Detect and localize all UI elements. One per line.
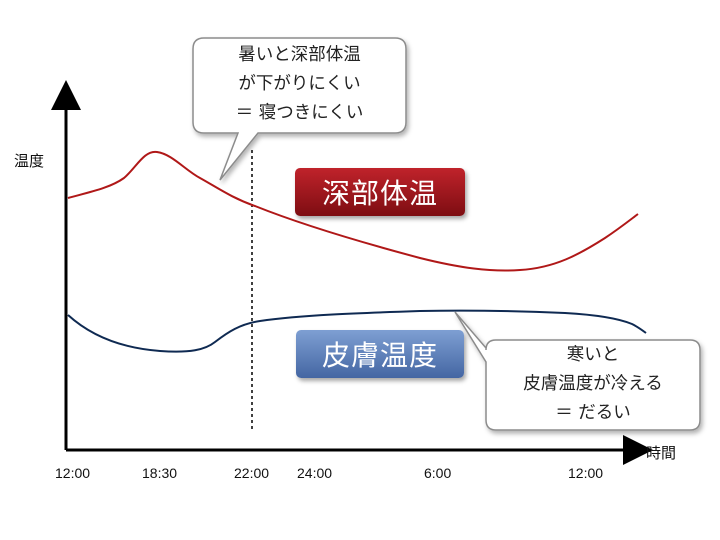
callout-top-line-2: が下がりにくい	[238, 74, 361, 94]
x-tick-1200-end: 12:00	[568, 465, 604, 481]
core-temperature-badge: 深部体温	[295, 168, 465, 216]
callout-bottom-bubble	[454, 311, 701, 431]
skin-temperature-badge: 皮膚温度	[296, 330, 464, 378]
core-temperature-curve	[67, 150, 639, 272]
x-tick-1200-start: 12:00	[55, 465, 91, 481]
callout-bottom-line-1: 寒いと	[566, 345, 620, 365]
callout-top-text: 暑いと深部体温 が下がりにくい ＝ 寝つきにくい	[193, 41, 406, 128]
callout-bottom-text: 寒いと 皮膚温度が冷える ＝ だるい	[486, 341, 700, 428]
callout-top-line-3: ＝ 寝つきにくい	[235, 103, 364, 123]
x-tick-1830: 18:30	[142, 465, 178, 481]
skin-temperature-curve	[67, 309, 647, 353]
x-tick-2400: 24:00	[297, 465, 333, 481]
callout-bottom-line-3: ＝ だるい	[555, 403, 631, 423]
x-axis-label: 時間	[646, 444, 677, 462]
x-tick-2200: 22:00	[234, 465, 270, 481]
callout-top-line-1: 暑いと深部体温	[238, 45, 361, 65]
callout-top-bubble	[192, 37, 407, 181]
callout-bottom-line-2: 皮膚温度が冷える	[523, 374, 663, 394]
x-tick-600: 6:00	[424, 465, 452, 481]
y-axis-label: 温度	[14, 152, 45, 170]
